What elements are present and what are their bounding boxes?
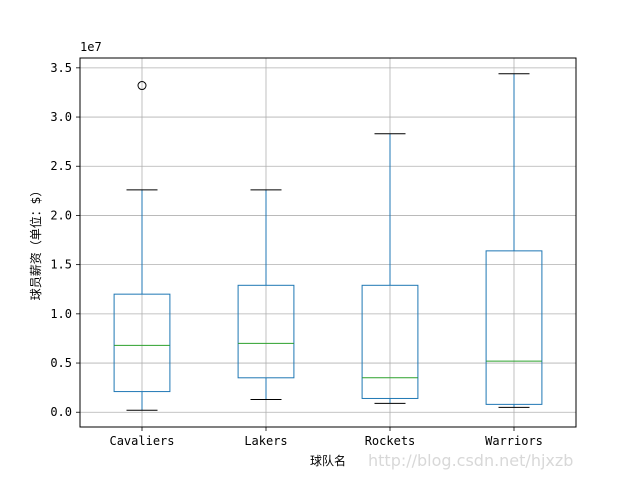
box-warriors <box>485 73 543 408</box>
box-iqr <box>237 284 295 379</box>
box-iqr <box>485 250 543 405</box>
outlier-point <box>137 81 147 91</box>
x-axis-label: 球队名 <box>310 453 346 468</box>
x-tick-label: Lakers <box>244 434 287 448</box>
y-tick-label: 3.0 <box>50 110 72 124</box>
y-tick-label: 3.5 <box>50 61 72 75</box>
y-tick-label: 0.0 <box>50 405 72 419</box>
y-tick-label: 1.0 <box>50 307 72 321</box>
y-tick-label: 0.5 <box>50 356 72 370</box>
y-tick-label: 2.5 <box>50 159 72 173</box>
x-tick-label: Rockets <box>365 434 416 448</box>
box-series <box>113 73 543 411</box>
x-tick-label: Warriors <box>485 434 543 448</box>
y-axis-label: 球员薪资（单位：$） <box>28 185 43 301</box>
y-offset-label: 1e7 <box>80 40 102 54</box>
watermark-text: http://blog.csdn.net/hjxzb <box>368 451 573 470</box>
plot-frame <box>79 57 577 428</box>
box-lakers <box>237 189 295 400</box>
box-rockets <box>361 133 419 404</box>
y-tick-label: 1.5 <box>50 258 72 272</box>
axis-ticks: 0.0 0.5 1.0 1.5 2.0 2.5 3.0 3.5 Cavaliers Lakers R… <box>50 61 543 448</box>
box-cavaliers <box>113 81 171 411</box>
box-iqr <box>361 284 419 399</box>
x-tick-label: Cavaliers <box>109 434 174 448</box>
grid-lines <box>80 58 576 427</box>
box-iqr <box>113 293 171 393</box>
y-tick-label: 2.0 <box>50 208 72 222</box>
